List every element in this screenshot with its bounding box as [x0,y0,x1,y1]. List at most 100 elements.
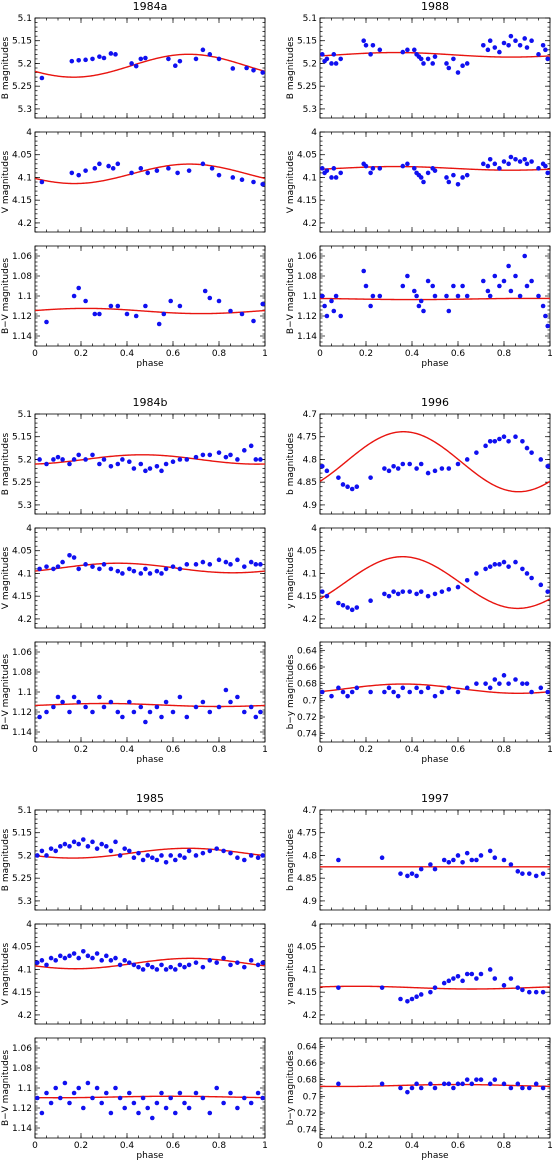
data-point [444,61,449,66]
x-tick-label: 0 [32,349,38,359]
fit-curve [320,297,550,301]
data-point [395,693,401,699]
data-point [446,1081,452,1087]
data-point [492,438,498,444]
data-point [85,953,91,959]
y-tick-label: 4.7 [303,806,317,816]
data-point [138,571,144,576]
data-point [446,308,452,314]
data-point [506,161,511,167]
data-point [543,313,548,319]
x-tick-label: 0.6 [451,349,466,359]
data-point [425,56,431,62]
data-point [492,1077,498,1082]
y-tick-label: 0.64 [297,646,317,656]
data-point [522,156,527,162]
data-point [487,38,493,44]
data-point [492,45,498,50]
x-tick-label: 1 [262,745,268,755]
data-point [55,454,61,460]
data-point [382,689,387,695]
data-point [207,1110,213,1116]
data-point [55,564,61,569]
data-point [228,850,233,856]
data-point [67,709,72,715]
data-point [242,1095,247,1101]
data-point [71,555,77,560]
data-point [154,568,160,574]
data-point [115,303,121,309]
data-point [90,1095,95,1101]
data-point [545,170,550,176]
data-point [324,593,330,599]
data-point [48,955,54,961]
data-point [483,681,488,686]
data-point [464,1077,470,1082]
data-point [173,1110,178,1116]
data-point [81,1105,86,1111]
data-point [418,866,424,872]
data-point [101,562,107,567]
data-point [120,571,125,576]
data-point [377,47,383,53]
data-point [432,693,438,699]
data-point [370,166,376,171]
data-point [127,459,132,465]
fit-curve [35,1095,265,1099]
data-point [501,159,507,164]
data-point [76,699,81,705]
data-point [228,452,233,458]
data-point [506,681,511,686]
data-point [545,463,550,469]
y-tick-label: 4.15 [12,592,32,602]
data-point [48,846,54,851]
data-point [216,298,222,304]
y-axis-label: B−V magnitudes [1,1050,11,1126]
data-point [228,699,233,705]
data-point [258,709,263,715]
data-point [51,457,56,462]
data-point [524,681,530,686]
y-tick-label: 5.3 [18,897,32,907]
y-tick-label: 1.06 [12,648,32,658]
data-point [405,47,410,53]
data-point [336,685,341,691]
data-point [455,973,461,979]
data-point [122,1105,127,1111]
data-point [200,559,206,565]
y-tick-label: 4.1 [303,965,317,975]
data-point [163,1105,169,1111]
y-tick-label: 4.05 [297,943,317,953]
y-tick-label: 4.05 [297,151,317,161]
y-tick-label: 0.72 [297,713,317,723]
data-point [460,283,465,289]
data-point [255,962,261,968]
data-point [177,694,183,700]
data-point [513,156,518,162]
data-point [37,714,42,720]
data-point [414,466,419,471]
data-point [207,452,213,458]
data-point [90,839,95,845]
data-point [497,681,502,686]
y-tick-label: 4.9 [303,501,318,511]
panel-1988-V: 4 4.05 4.1 4.15 4.2 V magnitudes [286,128,551,233]
data-point [186,1105,192,1111]
data-point [533,989,539,995]
y-tick-label: 5.2 [303,59,317,69]
y-axis-label: V magnitudes [1,546,11,609]
data-point [483,566,488,572]
y-tick-label: 4.8 [303,851,318,861]
panel-1988-BV: 1.06 1.08 1.1 1.12 1.140 0.2 0.4 0.6 0.8 1 phase B−… [286,245,553,369]
y-tick-label: 0.66 [297,663,317,673]
fit-curve [35,957,265,970]
x-tick-label: 1 [547,349,553,359]
data-point [193,853,199,858]
data-point [200,699,206,705]
data-point [44,709,49,715]
data-point [173,857,178,863]
data-point [51,704,56,710]
y-tick-label: 1.1 [18,688,32,698]
data-point [529,38,534,44]
data-point [331,52,337,57]
